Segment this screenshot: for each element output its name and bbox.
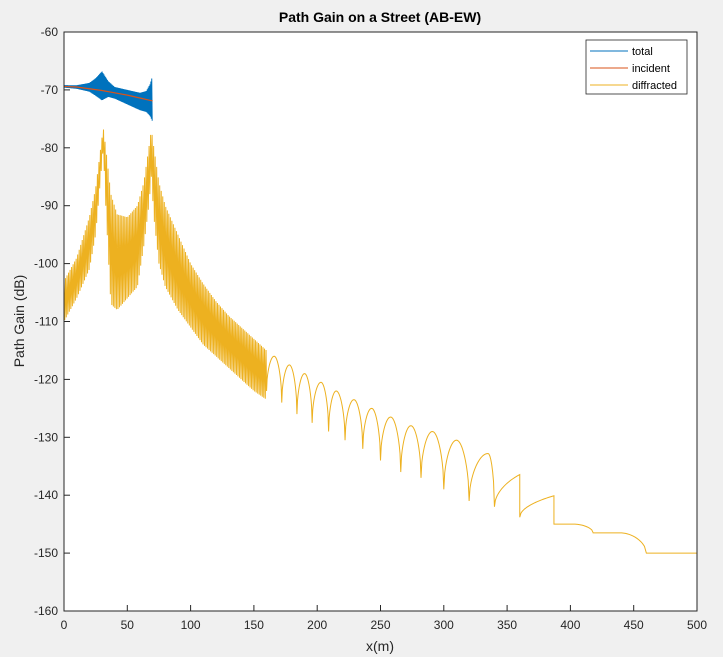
y-tick-label: -120 [34,372,58,386]
y-tick-label: -130 [34,430,58,444]
x-tick-label: 200 [307,618,327,632]
x-tick-label: 100 [181,618,201,632]
y-tick-label: -140 [34,488,58,502]
series-line-incident [64,85,153,102]
x-tick-label: 450 [624,618,644,632]
y-tick-label: -110 [35,315,58,329]
x-tick-label: 50 [121,618,135,632]
legend-label-incident: incident [632,63,670,75]
legend-label-diffracted: diffracted [632,80,677,92]
y-axis: -160 -150 -140 -130 -120 -110 -100 -90 -80 -70 -60 [34,25,70,618]
plot-area [64,71,697,554]
y-tick-label: -100 [34,257,58,271]
y-tick-label: -70 [41,83,59,97]
x-tick-label: 0 [61,618,68,632]
x-tick-label: 400 [560,618,580,632]
y-tick-label: -160 [34,604,58,618]
y-axis-label: Path Gain (dB) [11,275,27,368]
x-tick-label: 150 [244,618,264,632]
x-axis: 0 50 100 150 200 250 300 350 400 450 500 [61,605,707,632]
chart-title: Path Gain on a Street (AB-EW) [279,9,481,25]
y-tick-label: -150 [34,546,58,560]
x-tick-label: 350 [497,618,517,632]
axes-background [64,32,697,611]
y-tick-label: -80 [41,141,59,155]
series-line-diffracted [64,129,697,554]
y-tick-label: -60 [41,25,59,39]
x-tick-label: 250 [370,618,390,632]
x-tick-label: 300 [434,618,454,632]
x-axis-label: x(m) [366,638,394,654]
y-tick-label: -90 [41,199,59,213]
series-line-total [64,71,153,121]
x-tick-label: 500 [687,618,707,632]
legend[interactable]: total incident diffracted [585,39,688,95]
legend-label-total: total [632,46,653,58]
